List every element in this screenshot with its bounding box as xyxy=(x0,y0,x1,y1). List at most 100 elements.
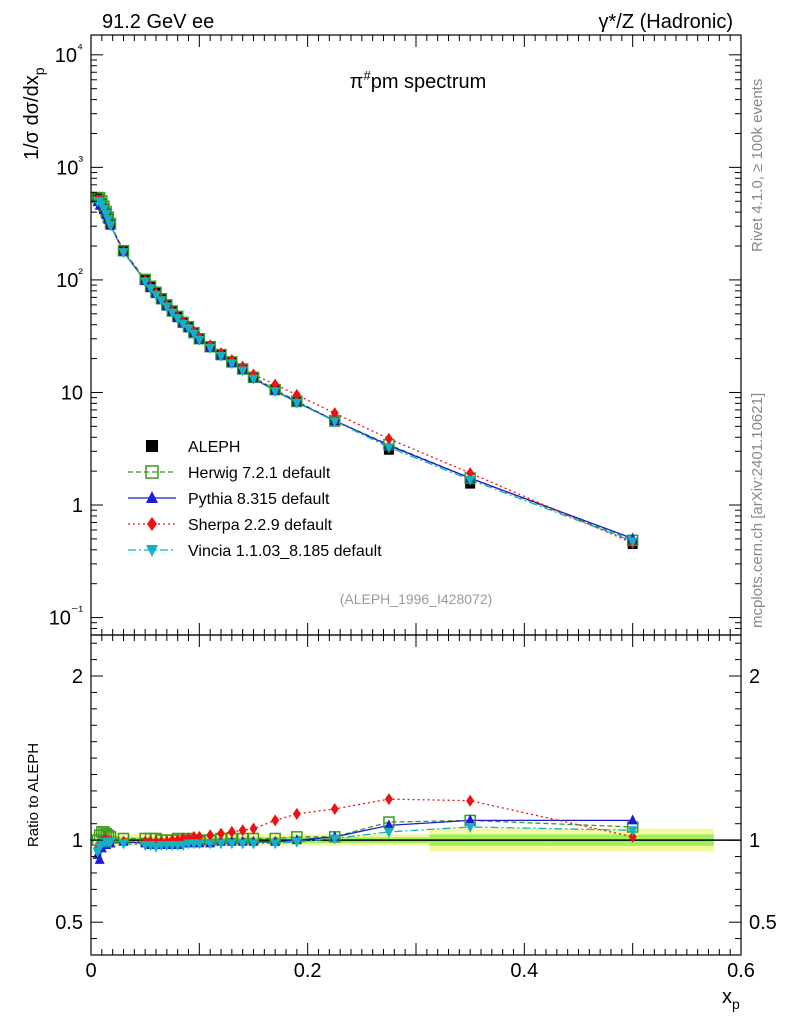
x-tick-label: 0 xyxy=(85,960,96,982)
series-point-ratio-vincia xyxy=(216,839,226,850)
series-point-top-vincia xyxy=(188,329,199,340)
legend-marker xyxy=(146,491,158,503)
series-point-ratio-vincia xyxy=(329,834,340,845)
series-point-top-vincia xyxy=(101,209,112,220)
series-point-ratio-sherpa xyxy=(217,827,225,840)
series-point-top-vincia xyxy=(270,387,281,398)
series-point-ratio-sherpa xyxy=(249,822,258,835)
series-point-top-vincia xyxy=(194,335,205,346)
series-point-top-vincia xyxy=(178,319,189,330)
series-point-top-vincia xyxy=(151,290,161,301)
series-point-ratio-sherpa xyxy=(238,824,247,837)
legend-marker xyxy=(146,440,158,452)
series-point-top-vincia xyxy=(216,352,226,363)
series-point-top-vincia xyxy=(383,443,394,454)
y-tick-label-top: 10 xyxy=(61,382,83,404)
series-point-top-vincia xyxy=(183,324,194,335)
ratio-panel-frame xyxy=(90,634,742,956)
series-point-top-vincia xyxy=(172,314,183,325)
series-point-top-vincia xyxy=(329,417,340,428)
series-point-ratio-sherpa xyxy=(292,807,301,820)
series-point-ratio-pythia xyxy=(94,853,105,864)
legend-marker xyxy=(145,465,159,479)
series-point-ratio-vincia xyxy=(465,823,476,833)
legend-label: Herwig 7.2.1 default xyxy=(188,465,331,482)
svg-text:1/σ dσ/dxp: 1/σ dσ/dxp xyxy=(21,67,47,160)
series-point-top-vincia xyxy=(156,296,167,307)
x-tick-label: 0.2 xyxy=(294,960,322,982)
series-point-top-vincia xyxy=(248,374,259,385)
y-tick-label-bottom: 0.5 xyxy=(55,912,83,934)
series-point-ratio-sherpa xyxy=(466,794,475,807)
y-tick-label-bottom-right: 0.5 xyxy=(749,912,777,934)
x-axis-label: xp xyxy=(722,986,740,1012)
y-axis-label-bottom: Ratio to ALEPH xyxy=(25,743,42,847)
y-tick-label-bottom-right: 2 xyxy=(749,666,760,688)
series-point-ratio-vincia xyxy=(226,839,237,850)
header-energy-label: 91.2 GeV ee xyxy=(102,11,214,33)
series-point-ratio-sherpa xyxy=(227,825,236,838)
y-tick-label-top: 10³ xyxy=(56,152,83,179)
series-point-top-vincia xyxy=(226,359,237,370)
series-point-ratio-vincia xyxy=(627,826,638,837)
chart-title: π#pm spectrum xyxy=(350,68,487,93)
series-line-top-pythia xyxy=(96,201,633,540)
series-line-top-herwig xyxy=(97,196,633,541)
series-point-top-sherpa xyxy=(384,432,393,445)
side-text-mcplots: mcplots.cern.ch [arXiv:2401.10621] xyxy=(749,393,766,628)
y-tick-label-bottom: 1 xyxy=(72,830,83,852)
series-point-ratio-vincia xyxy=(237,839,248,850)
y-tick-label-bottom-right: 1 xyxy=(749,830,760,852)
series-point-ratio-pythia xyxy=(465,814,476,825)
legend-label: Vincia 1.1.03_8.185 default xyxy=(188,543,382,560)
series-point-top-vincia xyxy=(205,343,216,354)
series-point-ratio-vincia xyxy=(291,837,302,848)
series-point-ratio-vincia xyxy=(383,827,394,838)
series-point-ratio-sherpa xyxy=(384,793,393,806)
legend-marker xyxy=(147,517,157,531)
series-point-ratio-pythia xyxy=(383,819,394,830)
y-tick-label-top: 1 xyxy=(72,495,83,517)
series-point-top-sherpa xyxy=(330,407,339,420)
series-point-top-vincia xyxy=(105,221,116,232)
legend-marker xyxy=(146,545,158,557)
series-point-top-vincia xyxy=(291,398,302,409)
header-process-label: γ*/Z (Hadronic) xyxy=(599,11,733,33)
y-tick-label-top: 10² xyxy=(56,265,83,292)
series-point-ratio-vincia xyxy=(105,837,116,848)
series-line-top-sherpa xyxy=(97,199,633,544)
series-point-ratio-sherpa xyxy=(330,802,339,815)
axes: 0 0.2 0.4 0.6 10⁻¹ 1 10 10² 10³ 10⁴ 0.5 0.5 1 1 2 2 xyxy=(49,34,777,982)
legend-label: Sherpa 2.2.9 default xyxy=(188,517,333,534)
series-line-top-vincia xyxy=(97,200,633,542)
watermark: (ALEPH_1996_I428072) xyxy=(340,591,493,607)
series-point-top-vincia xyxy=(103,215,114,226)
series-point-top-vincia xyxy=(237,366,248,377)
series-point-top-sherpa xyxy=(292,388,301,401)
y-tick-label-top: 10⁴ xyxy=(55,40,83,67)
series-point-ratio-sherpa xyxy=(206,829,215,842)
series-point-top-vincia xyxy=(627,537,638,548)
series-point-top-vincia xyxy=(140,277,151,288)
series-point-top-vincia xyxy=(118,248,129,259)
series-point-top-vincia xyxy=(145,284,156,295)
legend: ALEPH Herwig 7.2.1 default Pythia 8.315 de… xyxy=(128,439,382,560)
y-tick-label-bottom: 2 xyxy=(72,666,83,688)
series-point-top-vincia xyxy=(161,302,172,313)
series-point-ratio-vincia xyxy=(248,839,259,850)
series-point-ratio-pythia xyxy=(627,814,638,825)
x-tick-label: 0.6 xyxy=(727,960,755,982)
legend-label: ALEPH xyxy=(188,439,240,456)
series-point-ratio-vincia xyxy=(270,839,281,850)
legend-label: Pythia 8.315 default xyxy=(188,491,330,508)
data-markers xyxy=(91,191,639,864)
series-point-top-vincia xyxy=(167,308,178,319)
x-tick-label: 0.4 xyxy=(510,960,538,982)
series-point-top-vincia xyxy=(465,475,476,486)
y-tick-label-top: 10⁻¹ xyxy=(49,603,84,630)
series-point-ratio-vincia xyxy=(194,839,205,850)
series-point-ratio-sherpa xyxy=(628,830,637,843)
series-point-ratio-vincia xyxy=(118,839,129,850)
series-point-ratio-vincia xyxy=(205,839,216,850)
